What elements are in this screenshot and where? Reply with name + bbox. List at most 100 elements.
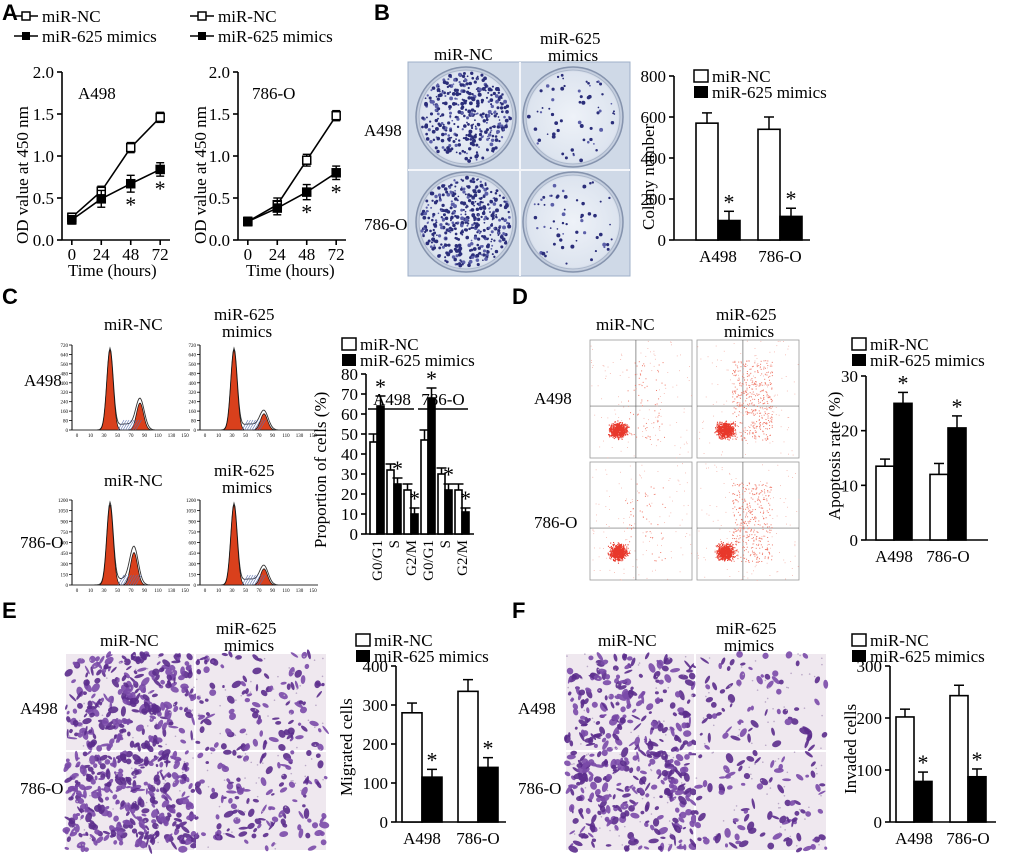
colony xyxy=(468,91,472,96)
flow-event xyxy=(769,417,771,419)
flow-event xyxy=(771,425,773,427)
flow-event xyxy=(723,436,725,438)
colony xyxy=(487,100,491,103)
flow-event xyxy=(641,511,643,513)
flow-event xyxy=(621,438,623,440)
flow-event xyxy=(625,423,627,425)
mimics-bar xyxy=(461,511,470,535)
colony xyxy=(612,110,615,113)
flow-event xyxy=(618,556,620,558)
colony xyxy=(437,254,441,258)
flow-event xyxy=(768,397,770,399)
hist-x-tick-label: 150 xyxy=(181,589,189,594)
flow-event xyxy=(763,366,765,368)
colony xyxy=(464,213,467,216)
flow-event xyxy=(611,425,613,428)
colony xyxy=(425,137,430,141)
ylabel-b: Colony number xyxy=(639,123,658,230)
colony xyxy=(455,254,459,258)
colony xyxy=(473,134,477,139)
colony xyxy=(489,131,492,134)
colony xyxy=(422,215,427,220)
colony xyxy=(486,203,490,206)
colony xyxy=(461,149,465,153)
colony xyxy=(470,239,473,242)
flow-event xyxy=(684,490,685,492)
flow-event xyxy=(639,474,640,476)
flow-event xyxy=(760,397,762,399)
flow-event xyxy=(752,433,754,435)
colony xyxy=(457,110,462,114)
flow-event xyxy=(753,437,755,439)
colony xyxy=(489,190,493,194)
flow-event xyxy=(618,429,620,431)
flow-event xyxy=(745,408,747,410)
line-chart-786o: 0.00.51.01.52.00 24 48 72** xyxy=(209,63,346,264)
flow-event xyxy=(619,548,621,550)
flow-event xyxy=(617,552,619,554)
colony xyxy=(475,185,479,189)
flow-event xyxy=(719,544,721,546)
hist-y-tick-label: 300 xyxy=(189,563,197,568)
flow-event xyxy=(644,495,646,497)
flow-event xyxy=(769,365,771,367)
flow-event xyxy=(732,433,734,436)
flow-event xyxy=(770,420,772,422)
flow-event xyxy=(716,430,719,432)
flow-event xyxy=(718,424,720,426)
nc-point xyxy=(125,142,136,153)
colony xyxy=(440,138,445,143)
hist-x-tick-label: 50 xyxy=(115,589,121,594)
hist-x-tick-label: 0 xyxy=(204,434,207,439)
flow-event xyxy=(746,360,748,362)
x-category-label: G2/M xyxy=(404,540,420,576)
flow-event xyxy=(746,430,748,432)
flow-event xyxy=(634,374,636,376)
colony xyxy=(446,252,451,257)
flow-event xyxy=(620,553,623,555)
flow-event xyxy=(638,394,640,396)
flow-event xyxy=(642,515,644,517)
flow-event xyxy=(614,429,616,431)
colony xyxy=(495,189,499,193)
flow-event xyxy=(620,359,622,360)
flow-event xyxy=(752,391,754,393)
flow-event xyxy=(720,424,722,426)
flow-event xyxy=(750,368,752,370)
flow-event xyxy=(690,552,692,554)
mimics-point xyxy=(155,164,165,175)
flow-event xyxy=(717,431,719,433)
flow-event xyxy=(622,426,624,428)
flow-event xyxy=(621,429,624,431)
flow-event xyxy=(634,384,636,386)
flow-event xyxy=(720,454,722,456)
flow-event xyxy=(609,554,611,556)
flow-event xyxy=(679,571,681,573)
flow-event xyxy=(748,360,750,362)
flow-event xyxy=(744,429,746,431)
colony xyxy=(439,115,442,118)
colony xyxy=(541,251,546,256)
flow-event xyxy=(645,355,647,357)
flow-event xyxy=(725,425,727,427)
flow-event xyxy=(623,573,625,574)
y-tick-label: 0.0 xyxy=(33,231,54,250)
colony xyxy=(490,230,494,234)
y-tick-label: 200 xyxy=(641,190,667,209)
flow-event xyxy=(687,504,689,506)
colony xyxy=(468,81,473,86)
hist-hatch xyxy=(132,419,140,431)
flow-event xyxy=(613,434,615,436)
flow-event xyxy=(607,457,609,459)
flow-event xyxy=(753,421,755,423)
flow-event xyxy=(738,394,740,396)
flow-event xyxy=(723,546,725,548)
flow-event xyxy=(716,550,718,552)
flow-event xyxy=(631,525,633,527)
flow-event xyxy=(640,402,642,404)
flow-event xyxy=(760,363,762,365)
flow-event xyxy=(627,502,629,504)
flow-event xyxy=(610,424,613,426)
hist-y-tick-label: 320 xyxy=(61,391,69,396)
flow-event xyxy=(763,375,764,377)
